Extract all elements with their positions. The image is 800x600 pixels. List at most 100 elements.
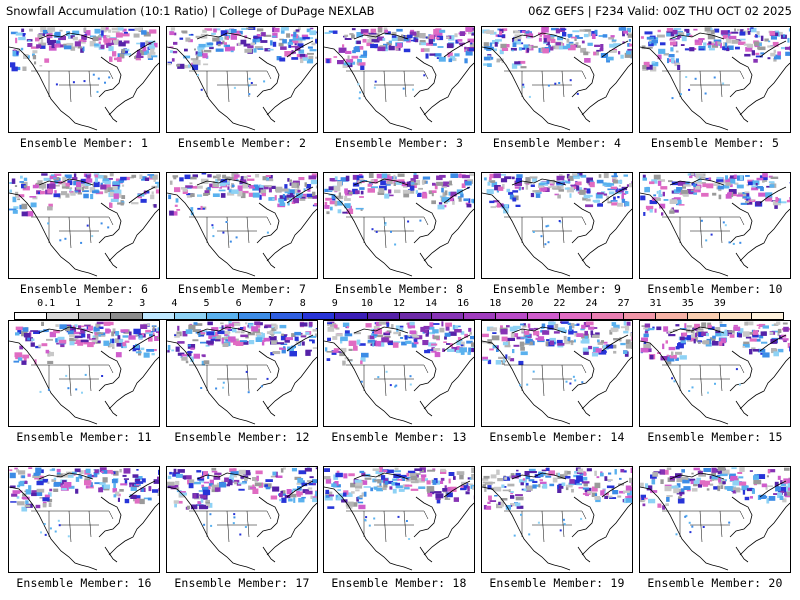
colorbar-swatch — [399, 313, 432, 319]
colorbar-swatch — [495, 313, 528, 319]
snowfall-map — [8, 172, 160, 279]
colorbar-tick-label: 24 — [585, 298, 598, 309]
colorbar-tick-label: 39 — [713, 298, 726, 309]
colorbar-swatch — [175, 313, 208, 319]
colorbar-tick-label: 20 — [521, 298, 534, 309]
colorbar-swatch — [431, 313, 464, 319]
colorbar-tick-label: 8 — [299, 298, 306, 309]
colorbar-tick-label: 31 — [649, 298, 662, 309]
chart-title: Snowfall Accumulation (10:1 Ratio) | Col… — [6, 4, 375, 18]
snowfall-map — [8, 26, 160, 133]
colorbar-swatch — [687, 313, 721, 319]
colorbar-swatch — [335, 313, 368, 319]
ensemble-member-label: Ensemble Member: 16 — [16, 576, 152, 590]
ensemble-member-panel: Ensemble Member: 16 — [8, 466, 160, 590]
colorbar-swatches — [14, 312, 784, 320]
colorbar-swatch — [47, 313, 80, 319]
colorbar-tick-label: 16 — [457, 298, 470, 309]
colorbar-tick-label: 5 — [203, 298, 210, 309]
ensemble-member-label: Ensemble Member: 10 — [647, 282, 783, 296]
ensemble-member-label: Ensemble Member: 8 — [334, 282, 464, 296]
snowfall-map — [166, 26, 318, 133]
colorbar-swatch — [559, 313, 592, 319]
snowfall-map — [8, 320, 160, 427]
colorbar-tick-label: 12 — [392, 298, 406, 309]
colorbar-swatch — [720, 313, 753, 319]
colorbar-tick-label: 6 — [235, 298, 242, 309]
ensemble-member-panel: Ensemble Member: 11 — [8, 320, 160, 444]
colorbar-tick-label: 22 — [553, 298, 566, 309]
snowfall-map — [481, 172, 633, 279]
ensemble-member-panel: Ensemble Member: 2 — [166, 26, 318, 150]
colorbar-tick-label: 2 — [107, 298, 114, 309]
colorbar-swatch — [239, 313, 272, 319]
ensemble-member-label: Ensemble Member: 5 — [650, 136, 780, 150]
snowfall-map — [481, 466, 633, 573]
colorbar-swatch — [271, 313, 304, 319]
snowfall-map — [639, 172, 791, 279]
colorbar-tick-label: 9 — [331, 298, 338, 309]
snowfall-map — [481, 26, 633, 133]
ensemble-member-panel: Ensemble Member: 15 — [639, 320, 791, 444]
colorbar-swatch — [207, 313, 240, 319]
ensemble-member-panel: Ensemble Member: 6 — [8, 172, 160, 296]
ensemble-member-panel: Ensemble Member: 12 — [166, 320, 318, 444]
colorbar-swatch — [752, 313, 784, 319]
colorbar-tick-label: 1 — [75, 298, 82, 309]
colorbar-swatch — [303, 313, 336, 319]
snowfall-map — [481, 320, 633, 427]
snowfall-map — [323, 320, 475, 427]
snowfall-map — [639, 466, 791, 573]
ensemble-member-label: Ensemble Member: 1 — [19, 136, 149, 150]
ensemble-member-label: Ensemble Member: 4 — [492, 136, 622, 150]
ensemble-member-panel: Ensemble Member: 4 — [481, 26, 633, 150]
colorbar-swatch — [591, 313, 624, 319]
ensemble-member-label: Ensemble Member: 7 — [177, 282, 307, 296]
snowfall-map — [323, 466, 475, 573]
snowfall-map — [166, 320, 318, 427]
ensemble-member-panel: Ensemble Member: 19 — [481, 466, 633, 590]
ensemble-member-panel: Ensemble Member: 17 — [166, 466, 318, 590]
ensemble-member-label: Ensemble Member: 11 — [16, 430, 152, 444]
ensemble-member-panel: Ensemble Member: 9 — [481, 172, 633, 296]
snowfall-map — [323, 172, 475, 279]
snowfall-map — [166, 466, 318, 573]
colorbar-swatch — [79, 313, 112, 319]
ensemble-member-label: Ensemble Member: 15 — [647, 430, 783, 444]
ensemble-member-label: Ensemble Member: 20 — [647, 576, 783, 590]
ensemble-member-label: Ensemble Member: 3 — [334, 136, 464, 150]
colorbar-swatch — [15, 313, 48, 319]
ensemble-member-label: Ensemble Member: 19 — [489, 576, 625, 590]
ensemble-member-label: Ensemble Member: 12 — [174, 430, 310, 444]
colorbar-swatch — [367, 313, 400, 319]
ensemble-member-label: Ensemble Member: 13 — [331, 430, 467, 444]
colorbar-tick-label: 10 — [360, 298, 373, 309]
snowfall-map — [8, 466, 160, 573]
ensemble-member-panel: Ensemble Member: 5 — [639, 26, 791, 150]
ensemble-member-panel: Ensemble Member: 3 — [323, 26, 475, 150]
ensemble-member-panel: Ensemble Member: 1 — [8, 26, 160, 150]
colorbar-tick-label: 0.1 — [37, 298, 56, 309]
colorbar-swatch — [143, 313, 176, 319]
ensemble-member-label: Ensemble Member: 17 — [174, 576, 310, 590]
snowfall-map — [639, 26, 791, 133]
colorbar-swatch — [111, 313, 144, 319]
ensemble-member-label: Ensemble Member: 14 — [489, 430, 625, 444]
ensemble-member-panel: Ensemble Member: 18 — [323, 466, 475, 590]
ensemble-member-label: Ensemble Member: 6 — [19, 282, 149, 296]
snowfall-map — [323, 26, 475, 133]
ensemble-member-label: Ensemble Member: 18 — [331, 576, 467, 590]
colorbar-tick-label: 7 — [267, 298, 274, 309]
ensemble-member-panel: Ensemble Member: 14 — [481, 320, 633, 444]
ensemble-member-label: Ensemble Member: 2 — [177, 136, 307, 150]
ensemble-member-panel: Ensemble Member: 13 — [323, 320, 475, 444]
colorbar-tick-label: 35 — [681, 298, 694, 309]
colorbar-tick-label: 18 — [489, 298, 502, 309]
colorbar-tick-label: 4 — [171, 298, 178, 309]
ensemble-member-panel: Ensemble Member: 10 — [639, 172, 791, 296]
ensemble-member-panel: Ensemble Member: 7 — [166, 172, 318, 296]
ensemble-member-label: Ensemble Member: 9 — [492, 282, 622, 296]
snowfall-map — [166, 172, 318, 279]
colorbar-swatch — [655, 313, 688, 319]
colorbar-swatch — [463, 313, 496, 319]
